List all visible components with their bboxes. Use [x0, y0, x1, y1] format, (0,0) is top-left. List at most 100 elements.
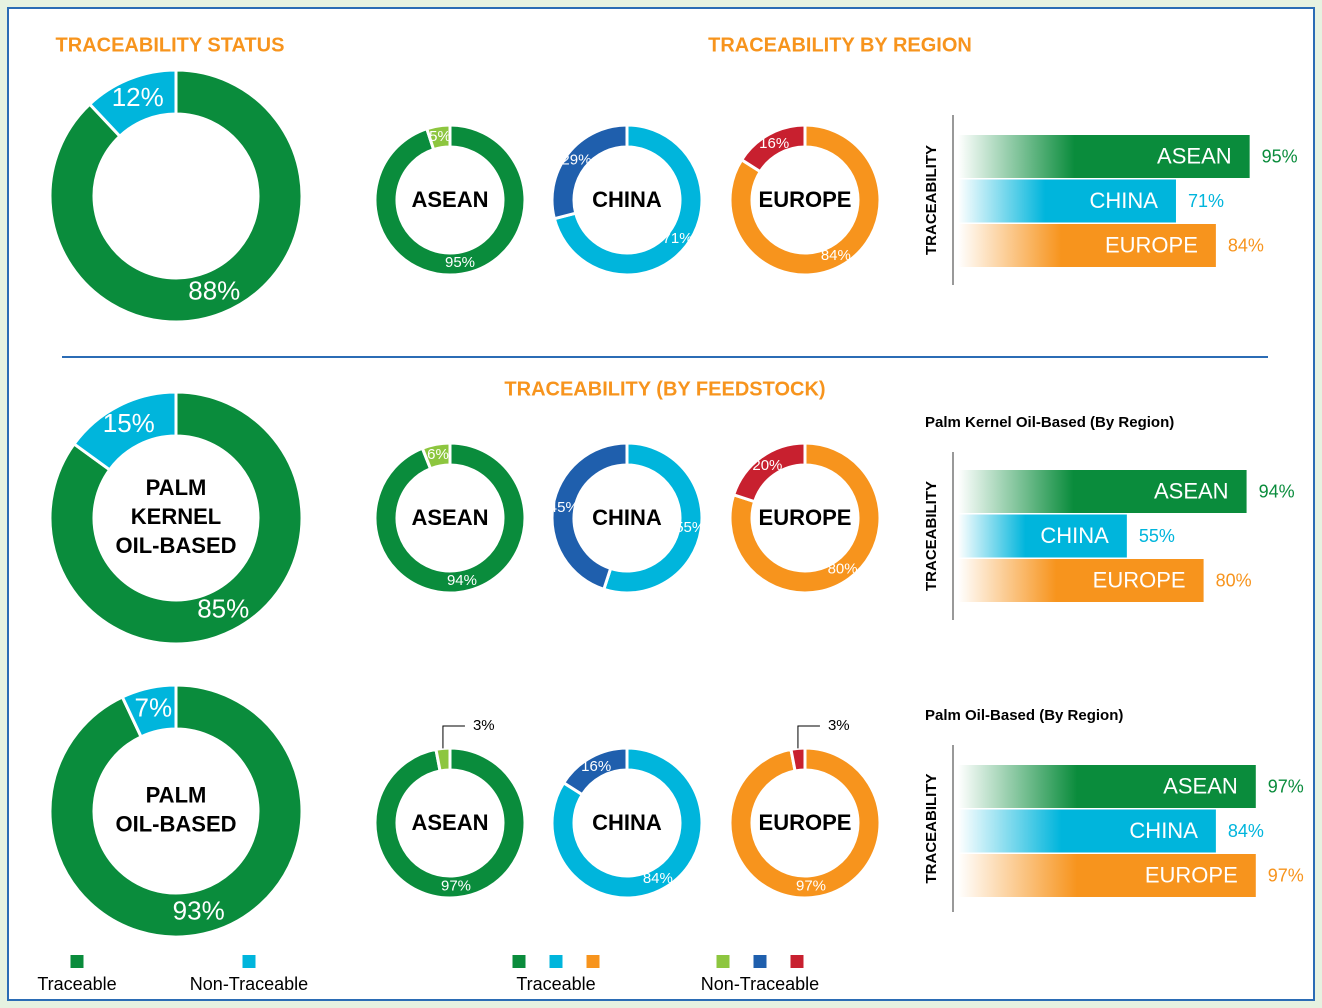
donut-slice	[728, 441, 882, 595]
donut-center-label: CHINA	[592, 187, 662, 212]
slice-label: 20%	[752, 457, 782, 474]
donut-center-label: ASEAN	[411, 810, 488, 835]
axis-label: TRACEABILITY	[923, 481, 940, 591]
bar-value-label: 55%	[1139, 526, 1175, 546]
axis-label: TRACEABILITY	[923, 774, 940, 884]
bar-value-label: 84%	[1228, 821, 1264, 841]
slice-label: 3%	[473, 717, 495, 734]
bar	[958, 765, 1256, 808]
legend-swatch	[790, 955, 804, 968]
legend-swatch	[70, 955, 84, 968]
slice-label: 16%	[581, 758, 611, 775]
donut-slice	[739, 123, 807, 174]
leader-line	[797, 725, 820, 749]
donut-slice	[550, 746, 704, 900]
slice-label: 97%	[441, 878, 471, 895]
legend-label: Traceable	[516, 974, 595, 994]
slice-label: 29%	[561, 152, 591, 169]
donut-slice	[424, 123, 452, 152]
bar-category-label: EUROPE	[1105, 232, 1198, 257]
axis-label: TRACEABILITY	[923, 145, 940, 255]
slice-label: 55%	[675, 519, 705, 536]
donut-center-label: EUROPE	[759, 505, 852, 530]
legend-swatch	[753, 955, 767, 968]
bar	[958, 559, 1204, 602]
bar-value-label: 97%	[1268, 865, 1304, 885]
slice-label: 80%	[828, 561, 858, 578]
slice-label: 93%	[173, 895, 225, 925]
legend-swatch	[242, 955, 256, 968]
slice-label: 94%	[447, 572, 477, 589]
bar	[958, 809, 1216, 853]
chart-subtitle: Palm Kernel Oil-Based (By Region)	[925, 414, 1174, 431]
slice-label: 3%	[828, 717, 850, 734]
legend-label: Traceable	[37, 974, 116, 994]
donut-slice	[789, 746, 807, 773]
donut-center-label: CHINA	[592, 505, 662, 530]
bar-category-label: CHINA	[1040, 523, 1109, 548]
bar	[958, 470, 1247, 513]
donut-slice	[434, 746, 452, 773]
donut-slice	[71, 390, 178, 472]
slice-label: 71%	[663, 230, 693, 247]
slice-label: 12%	[112, 82, 164, 112]
bar-value-label: 71%	[1188, 191, 1224, 211]
bar-category-label: EUROPE	[1145, 862, 1238, 887]
legend-swatch	[716, 955, 730, 968]
slice-label: 97%	[796, 878, 826, 895]
section-title: TRACEABILITY BY REGION	[708, 34, 972, 56]
donut-slice	[552, 123, 704, 277]
bar-category-label: ASEAN	[1157, 143, 1232, 168]
slice-label: 16%	[759, 135, 789, 152]
donut-slice	[731, 441, 807, 504]
donut-slice	[601, 441, 704, 595]
slice-label: 7%	[135, 692, 173, 722]
donut-slice	[48, 68, 304, 324]
donut-slice	[550, 441, 629, 592]
legend-label: Non-Traceable	[701, 974, 819, 994]
slice-label: 95%	[445, 254, 475, 271]
donut-slice	[373, 441, 527, 595]
leader-line	[442, 725, 465, 749]
section-title: TRACEABILITY (BY FEEDSTOCK)	[504, 378, 825, 400]
donut-center-label: EUROPE	[759, 187, 852, 212]
donut-slice	[373, 746, 527, 900]
donut-slice	[550, 123, 629, 221]
slice-label: 6%	[427, 446, 449, 463]
chart-subtitle: Palm Oil-Based (By Region)	[925, 707, 1123, 724]
donut-slice	[373, 123, 527, 277]
slice-label: 45%	[549, 499, 579, 516]
bar-category-label: CHINA	[1090, 188, 1159, 213]
slice-label: 5%	[429, 128, 451, 145]
legend-swatch	[512, 955, 526, 968]
section-title: TRACEABILITY STATUS	[56, 34, 285, 56]
bar-category-label: EUROPE	[1093, 567, 1186, 592]
bar	[958, 854, 1256, 897]
bar-value-label: 84%	[1228, 235, 1264, 255]
bar	[958, 514, 1127, 558]
donut-slice	[48, 683, 304, 939]
donut-slice	[87, 68, 178, 139]
bar-value-label: 95%	[1262, 146, 1298, 166]
donut-center-label: PALM	[146, 782, 207, 807]
donut-center-label: EUROPE	[759, 810, 852, 835]
slice-label: 84%	[821, 247, 851, 264]
bar	[958, 135, 1250, 178]
donut-center-label: ASEAN	[411, 187, 488, 212]
donut-slice	[48, 390, 304, 646]
donut-slice	[728, 123, 882, 277]
donut-center-label: PALM	[146, 475, 207, 500]
donut-slice	[420, 441, 452, 471]
slice-label: 15%	[103, 408, 155, 438]
bar-value-label: 94%	[1259, 481, 1295, 501]
bar-category-label: CHINA	[1129, 818, 1198, 843]
donut-slice	[120, 683, 178, 739]
donut-center-label: OIL-BASED	[116, 811, 237, 836]
donut-center-label: KERNEL	[131, 504, 221, 529]
slice-label: 84%	[643, 870, 673, 887]
bar	[958, 179, 1176, 223]
donut-center-label: OIL-BASED	[116, 533, 237, 558]
bar-category-label: ASEAN	[1163, 773, 1238, 798]
slice-label: 85%	[197, 594, 249, 624]
